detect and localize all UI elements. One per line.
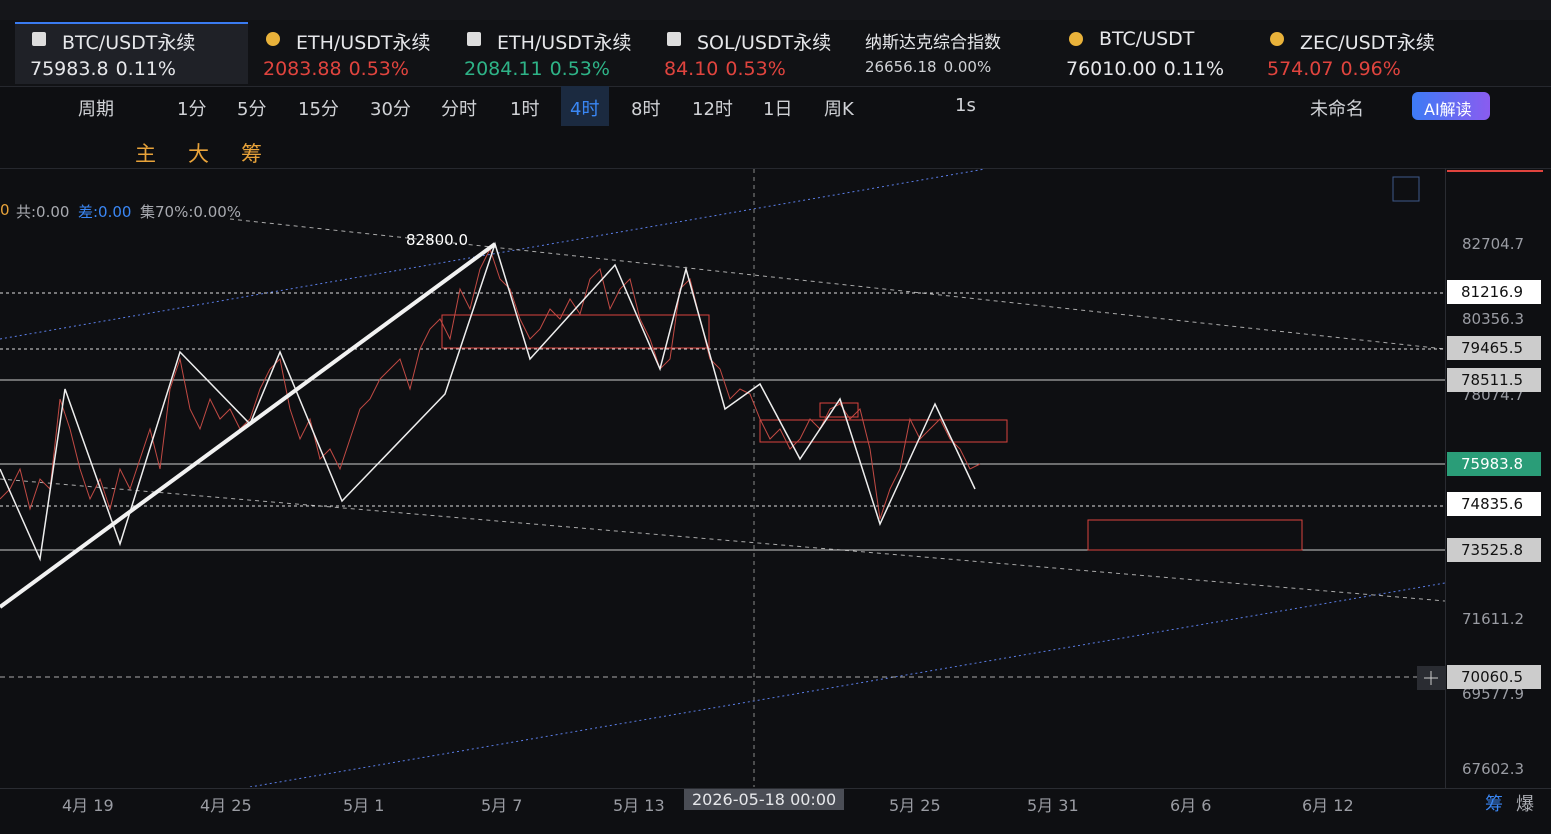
coin-icon — [467, 32, 481, 46]
price-label: 71611.2 — [1462, 610, 1525, 628]
tab-change[interactable]: 0.53% — [725, 58, 786, 80]
tab-bar — [0, 20, 1551, 86]
tab-name[interactable]: BTC/USDT永续 — [62, 32, 196, 54]
tab-change[interactable]: 0.00% — [943, 58, 992, 76]
tab-change[interactable]: 0.53% — [549, 58, 610, 80]
corner-button[interactable]: 爆 — [1516, 794, 1534, 815]
price-label: 67602.3 — [1462, 760, 1525, 778]
timeframe[interactable]: 1时 — [510, 99, 540, 120]
tab-change[interactable]: 0.11% — [115, 58, 176, 80]
price-annotation: 82800.0 — [406, 231, 469, 249]
price-tag: 78511.5 — [1447, 368, 1541, 392]
timeframe[interactable]: 30分 — [370, 99, 411, 120]
stat: 集70%:0.00% — [140, 203, 242, 221]
tab-name[interactable]: BTC/USDT — [1099, 28, 1195, 50]
time-label: 5月 25 — [889, 796, 941, 815]
price-tag: 81216.9 — [1447, 280, 1541, 304]
price-tag: 74835.6 — [1447, 492, 1541, 516]
stat: 差:0.00 — [78, 203, 132, 221]
price-label: 82704.7 — [1462, 235, 1525, 253]
tab-name[interactable]: ETH/USDT永续 — [296, 32, 431, 54]
coin-icon — [1069, 32, 1083, 46]
tab-price[interactable]: 2084.11 — [464, 58, 543, 80]
price-tag: 79465.5 — [1447, 336, 1541, 360]
timeframe[interactable]: 15分 — [298, 99, 339, 120]
tab-name[interactable]: 纳斯达克综合指数 — [865, 33, 1001, 53]
timeframe[interactable]: 4时 — [570, 99, 600, 120]
tab-name[interactable]: SOL/USDT永续 — [697, 32, 832, 54]
axis-border — [0, 788, 1551, 789]
timeframe[interactable]: 5分 — [237, 99, 267, 120]
time-label: 6月 6 — [1170, 796, 1212, 815]
timeframe[interactable]: 1分 — [177, 99, 207, 120]
time-label: 6月 12 — [1302, 796, 1354, 815]
time-label: 5月 13 — [613, 796, 665, 815]
indicator[interactable]: 大 — [188, 142, 209, 166]
tab-price[interactable]: 75983.8 — [30, 58, 109, 80]
timeframe[interactable]: 周K — [824, 99, 854, 120]
layout-name[interactable]: 未命名 — [1310, 99, 1364, 120]
time-label: 4月 25 — [200, 796, 252, 815]
tab-price[interactable]: 2083.88 — [263, 58, 342, 80]
tab-price[interactable]: 84.10 — [664, 58, 719, 80]
time-label: 4月 19 — [62, 796, 114, 815]
time-label: 5月 7 — [481, 796, 523, 815]
timeframe[interactable]: 12时 — [692, 99, 733, 120]
coin-icon — [266, 32, 280, 46]
tab-change[interactable]: 0.53% — [348, 58, 409, 80]
tab-change[interactable]: 0.11% — [1163, 58, 1225, 80]
timeframe[interactable]: 8时 — [631, 99, 661, 120]
price-label: 80356.3 — [1462, 310, 1525, 328]
active-timeframe[interactable] — [561, 86, 609, 126]
tab-name[interactable]: ETH/USDT永续 — [497, 32, 632, 54]
tab-change[interactable]: 0.96% — [1340, 58, 1401, 80]
ai-label[interactable]: AI解读 — [1424, 100, 1472, 119]
tab-name[interactable]: ZEC/USDT永续 — [1300, 32, 1435, 54]
chart-drawings — [0, 169, 1445, 787]
corner-button[interactable]: 筹 — [1485, 794, 1503, 815]
price-tag: 70060.5 — [1447, 665, 1541, 689]
indicator[interactable]: 筹 — [241, 142, 262, 166]
price-tag: 73525.8 — [1447, 538, 1541, 562]
interval[interactable]: 1s — [955, 95, 976, 116]
tab-price[interactable]: 76010.00 — [1066, 58, 1157, 80]
tab-price[interactable]: 574.07 — [1267, 58, 1334, 80]
stat: 0 — [0, 201, 10, 219]
timeframe[interactable]: 分时 — [441, 99, 477, 120]
top-bar — [0, 0, 1551, 20]
timeframe[interactable]: 周期 — [78, 99, 114, 120]
time-label: 5月 31 — [1027, 796, 1079, 815]
time-label: 2026-05-18 00:00 — [684, 789, 845, 810]
active-tab[interactable] — [15, 22, 248, 84]
ai-button[interactable] — [1412, 92, 1490, 120]
stat: 共:0.00 — [16, 203, 70, 221]
price-tag: 75983.8 — [1447, 452, 1541, 476]
divider — [0, 86, 1551, 87]
divider — [0, 168, 1551, 169]
axis-border — [1445, 168, 1446, 788]
time-label: 5月 1 — [343, 796, 385, 815]
axis-marker — [1447, 170, 1543, 172]
coin-icon — [32, 32, 46, 46]
price-label: 69577.9 — [1462, 685, 1525, 703]
tab-price[interactable]: 26656.18 — [865, 58, 937, 76]
timeframe[interactable]: 1日 — [763, 99, 793, 120]
coin-icon — [1270, 32, 1284, 46]
indicator[interactable]: 主 — [135, 142, 156, 166]
coin-icon — [667, 32, 681, 46]
